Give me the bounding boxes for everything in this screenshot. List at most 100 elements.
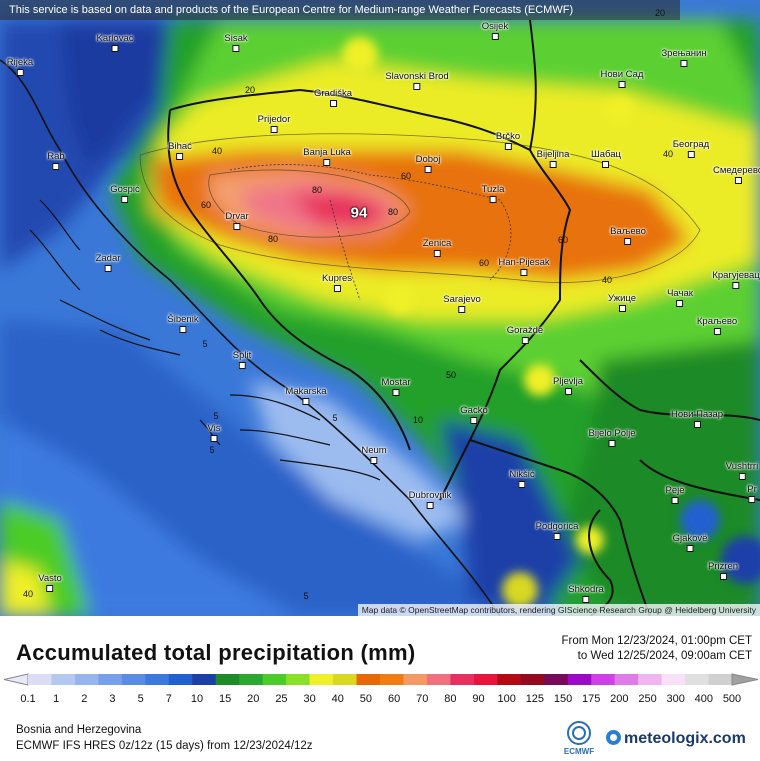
city-marker: [734, 177, 742, 184]
legend-swatch: [215, 674, 240, 685]
legend-tick-label: 25: [275, 693, 287, 705]
city-label: Чачак: [667, 288, 693, 307]
city-marker: [719, 573, 727, 580]
city-label: Краљево: [697, 316, 737, 335]
city-marker: [323, 159, 331, 166]
city-label: Gradiška: [314, 88, 352, 107]
city-marker: [564, 388, 572, 395]
city-label: Смедерево: [713, 165, 760, 184]
city-marker: [433, 250, 441, 257]
entity-borders: [229, 164, 512, 301]
city-label: Makarska: [285, 386, 327, 405]
color-legend: 0.1 1 2 3 5 7 10 15 20 25 30 40 50 60 70 80 90 100 125 150 1…: [0, 670, 760, 714]
city-label: Нови Сад: [601, 69, 643, 88]
city-marker: [618, 81, 626, 88]
legend-swatch: [708, 674, 733, 685]
contour-label: 20: [244, 85, 256, 95]
city-marker: [333, 285, 341, 292]
city-marker: [52, 163, 60, 170]
contour-label: 60: [478, 258, 490, 268]
legend-swatch: [403, 674, 428, 685]
meteologix-brand[interactable]: meteologix.com: [606, 730, 746, 748]
map-canvas: [0, 0, 760, 616]
legend-tick-label: 0.1: [20, 693, 35, 705]
city-label: Vasto: [38, 573, 62, 592]
ecmwf-attribution: This service is based on data and produc…: [0, 0, 680, 20]
city-label: Pejë: [665, 485, 685, 504]
city-marker: [686, 545, 694, 552]
city-label: Prijedor: [258, 114, 290, 133]
city-label: Han-Pijesak: [498, 257, 550, 276]
city-label: Pr: [747, 484, 757, 503]
forecast-period: From Mon 12/23/2024, 01:00pm CET to Wed …: [562, 634, 753, 664]
period-from: From Mon 12/23/2024, 01:00pm CET: [561, 635, 753, 647]
legend-swatch: [74, 674, 99, 685]
city-label: Nikšić: [509, 469, 535, 488]
city-label: Vis: [207, 423, 221, 442]
city-marker: [687, 151, 695, 158]
legend-swatch: [591, 674, 616, 685]
legend-tick-label: 7: [166, 693, 172, 705]
city-label: Shkodra: [568, 584, 604, 603]
precip-detail: [342, 37, 760, 608]
precipitation-map[interactable]: This service is based on data and produc…: [0, 0, 760, 616]
city-marker: [370, 457, 378, 464]
legend-tick-label: 50: [360, 693, 372, 705]
legend-swatch: [356, 674, 381, 685]
contour-label: 50: [445, 370, 457, 380]
city-label: Rijeka: [7, 57, 33, 76]
contour-lines: [139, 133, 701, 283]
city-marker: [210, 435, 218, 442]
city-label: Шабац: [591, 149, 621, 168]
city-marker: [671, 497, 679, 504]
city-label: Neum: [361, 445, 387, 464]
legend-swatch: [309, 674, 334, 685]
contour-label: 5: [303, 591, 309, 601]
city-marker: [424, 166, 432, 173]
legend-swatch: [685, 674, 710, 685]
city-marker: [676, 300, 684, 307]
legend-swatch: [426, 674, 451, 685]
city-label: Split: [233, 350, 251, 369]
legend-min-arrow: [3, 673, 29, 686]
legend-swatch: [661, 674, 686, 685]
legend-swatch: [380, 674, 404, 685]
city-marker: [521, 337, 529, 344]
legend-tick-label: 250: [638, 693, 656, 705]
city-marker: [238, 362, 246, 369]
city-label: Dubrovnik: [409, 490, 451, 509]
map-data-attribution[interactable]: Map data © OpenStreetMap contributors, r…: [357, 604, 760, 616]
footer-panel: Accumulated total precipitation (mm) Fro…: [0, 616, 760, 760]
legend-tick-label: 3: [109, 693, 115, 705]
legend-tick-label: 150: [554, 693, 572, 705]
city-marker: [270, 126, 278, 133]
contour-label: 5: [202, 339, 208, 349]
legend-tick-label: 70: [416, 693, 428, 705]
city-marker: [732, 282, 740, 289]
legend-swatch: [262, 674, 287, 685]
city-label: Крагујевац: [712, 270, 760, 289]
city-marker: [520, 269, 528, 276]
legend-swatch: [28, 674, 52, 685]
contour-label: 40: [662, 149, 674, 159]
city-label: Zenica: [423, 238, 451, 257]
city-label: Šibenik: [167, 314, 199, 333]
legend-swatch: [98, 674, 123, 685]
contour-label: 40: [601, 275, 613, 285]
model-info: ECMWF IFS HRES 0z/12z (15 days) from 12/…: [16, 740, 313, 752]
legend-swatch: [638, 674, 663, 685]
city-label: Banja Luka: [303, 147, 351, 166]
city-marker: [549, 161, 557, 168]
city-label: Brčko: [496, 131, 520, 150]
city-label: Osijek: [482, 21, 508, 40]
city-label: Pljevlja: [553, 376, 583, 395]
country-borders: [167, 19, 760, 616]
contour-label: 80: [267, 234, 279, 244]
legend-swatch: [192, 674, 217, 685]
chart-title: Accumulated total precipitation (mm): [16, 640, 416, 665]
city-label: Ужице: [608, 293, 636, 312]
city-label: Mostar: [381, 377, 411, 396]
legend-swatch: [121, 674, 146, 685]
city-label: Београд: [673, 139, 709, 158]
city-label: Prizren: [708, 561, 738, 580]
